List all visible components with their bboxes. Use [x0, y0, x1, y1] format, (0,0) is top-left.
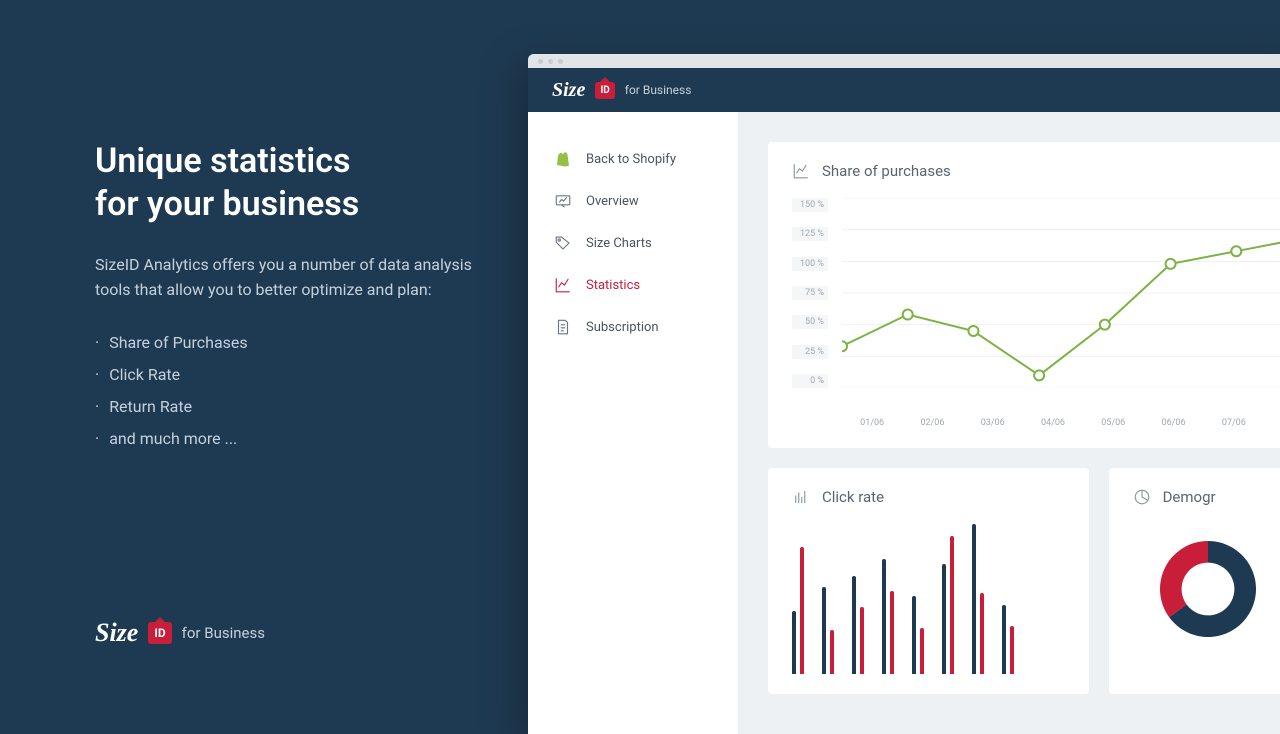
pie-chart-icon [1133, 488, 1151, 506]
bar-red [920, 628, 924, 674]
bar-pair [852, 576, 864, 674]
document-icon [554, 318, 572, 336]
x-tick-label: 02/06 [920, 418, 944, 428]
bar-blue [1002, 605, 1006, 674]
demographics-panel: Demogr [1109, 468, 1280, 694]
traffic-light-icon[interactable] [548, 59, 553, 64]
sidebar-item-subscription[interactable]: Subscription [528, 306, 738, 348]
promo-bullet-list: Share of Purchases Click Rate Return Rat… [95, 327, 475, 455]
y-tick-label: 75 % [792, 286, 828, 300]
bar-pair [972, 524, 984, 674]
sidebar-item-label: Subscription [586, 320, 659, 335]
x-tick-label: 06/06 [1162, 418, 1186, 428]
brand-name: Size [95, 618, 138, 648]
bar-blue [852, 576, 856, 674]
bar-red [860, 607, 864, 674]
y-tick-label: 0 % [792, 374, 828, 388]
sidebar-item-label: Overview [586, 194, 639, 209]
sidebar-item-statistics[interactable]: Statistics [528, 264, 738, 306]
x-tick-label: 01/06 [860, 418, 884, 428]
promo-title-line1: Unique statistics [95, 141, 350, 181]
bar-blue [792, 611, 796, 674]
x-tick-label: 03/06 [981, 418, 1005, 428]
header-brand-suffix: for Business [625, 83, 692, 97]
bar-red [980, 593, 984, 674]
sidebar: Back to Shopify Overview Size Charts Sta… [528, 112, 738, 734]
brand-logo: Size ID for Business [95, 618, 265, 648]
x-tick-label: 05/06 [1101, 418, 1125, 428]
tag-icon [554, 234, 572, 252]
bar-red [950, 536, 954, 674]
traffic-light-icon[interactable] [538, 59, 543, 64]
promo-bullet: Return Rate [95, 391, 475, 423]
bar-blue [882, 559, 886, 674]
click-rate-bar-chart [792, 524, 1065, 674]
chart-line-icon [792, 162, 810, 180]
app-window: Size ID for Business Back to Shopify Ove… [528, 54, 1280, 734]
brand-suffix: for Business [182, 624, 265, 642]
app-header: Size ID for Business [528, 68, 1280, 112]
y-tick-label: 100 % [792, 257, 828, 271]
bar-blue [942, 564, 946, 674]
bar-blue [972, 524, 976, 674]
header-brand-name: Size [552, 79, 585, 102]
panel-title: Click rate [822, 488, 884, 506]
bar-red [800, 547, 804, 674]
sidebar-item-label: Size Charts [586, 236, 652, 251]
bar-pair [822, 587, 834, 674]
bar-pair [792, 547, 804, 674]
bar-pair [882, 559, 894, 674]
bar-blue [912, 596, 916, 674]
window-titlebar [528, 54, 1280, 68]
promo-title: Unique statistics for your business [95, 140, 475, 225]
promo-panel: Unique statistics for your business Size… [95, 140, 475, 455]
bar-blue [822, 587, 826, 674]
panel-title: Demogr [1163, 488, 1216, 506]
overview-icon [554, 192, 572, 210]
x-tick-label: 07/06 [1222, 418, 1246, 428]
sidebar-item-overview[interactable]: Overview [528, 180, 738, 222]
chart-line-icon [554, 276, 572, 294]
demographics-donut-chart [1133, 524, 1280, 644]
bar-pair [1002, 605, 1014, 674]
shopify-icon [554, 150, 572, 168]
sidebar-item-back-to-shopify[interactable]: Back to Shopify [528, 138, 738, 180]
traffic-light-icon[interactable] [558, 59, 563, 64]
click-rate-panel: Click rate [768, 468, 1089, 694]
promo-bullet: and much more ... [95, 423, 475, 455]
y-tick-label: 125 % [792, 227, 828, 241]
promo-bullet: Share of Purchases [95, 327, 475, 359]
y-tick-label: 50 % [792, 315, 828, 329]
promo-title-line2: for your business [95, 184, 359, 224]
content-area: Share of purchases 150 % 125 % 100 % 75 % 50… [738, 112, 1280, 734]
share-line-chart: 150 % 125 % 100 % 75 % 50 % 25 % 0 % 01/06 02/0… [792, 198, 1264, 428]
bar-red [830, 630, 834, 674]
bar-red [890, 591, 894, 674]
bar-pair [942, 536, 954, 674]
x-tick-label: 04/06 [1041, 418, 1065, 428]
share-of-purchases-panel: Share of purchases 150 % 125 % 100 % 75 % 50… [768, 142, 1280, 448]
bar-pair [912, 596, 924, 674]
bar-chart-icon [792, 488, 810, 506]
y-tick-label: 25 % [792, 345, 828, 359]
y-tick-label: 150 % [792, 198, 828, 212]
sidebar-item-size-charts[interactable]: Size Charts [528, 222, 738, 264]
promo-bullet: Click Rate [95, 359, 475, 391]
panel-title: Share of purchases [822, 162, 951, 180]
sidebar-item-label: Statistics [586, 278, 640, 293]
donut-slice [1160, 541, 1208, 617]
bar-red [1010, 626, 1014, 674]
promo-description: SizeID Analytics offers you a number of … [95, 253, 475, 303]
header-brand-badge-icon: ID [595, 82, 614, 99]
brand-badge-icon: ID [148, 622, 171, 644]
sidebar-item-label: Back to Shopify [586, 152, 676, 167]
